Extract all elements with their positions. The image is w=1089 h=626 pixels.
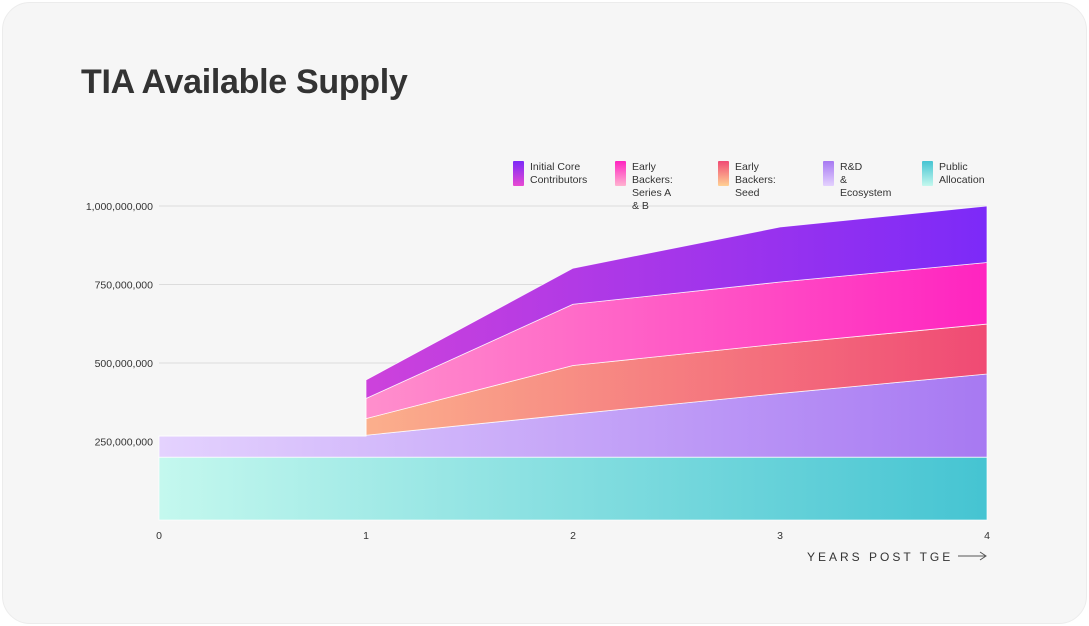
legend-label: Initial Core Contributors	[530, 161, 588, 186]
legend-item: Early Backers: Series A & B	[615, 161, 673, 213]
area-series-0	[158, 456, 988, 521]
area-series	[158, 205, 988, 521]
legend-item: Early Backers: Seed	[718, 161, 776, 200]
legend-label: Public Allocation	[939, 161, 985, 186]
legend-swatch	[513, 161, 524, 186]
x-tick-label: 2	[570, 530, 576, 542]
legend-swatch	[823, 161, 834, 186]
x-axis-title: YEARS POST TGE	[807, 550, 953, 564]
x-tick-label: 4	[984, 530, 990, 542]
x-tick-label: 3	[777, 530, 783, 542]
legend-label: Early Backers: Series A & B	[632, 161, 673, 212]
y-tick-label: 750,000,000	[95, 280, 154, 292]
legend-item: R&D & Ecosystem	[823, 161, 891, 200]
area-series-4	[158, 205, 988, 437]
y-tick-label: 250,000,000	[95, 437, 154, 449]
y-tick-label: 500,000,000	[95, 358, 154, 370]
chart-svg: 250,000,000 500,000,000 750,000,000 1,000,0…	[86, 201, 990, 564]
legend-label: R&D & Ecosystem	[840, 161, 892, 199]
legend-swatch	[718, 161, 729, 186]
legend-swatch	[615, 161, 626, 186]
legend-label: Early Backers: Seed	[735, 161, 776, 199]
x-tick-label: 1	[363, 530, 369, 542]
chart-title: TIA Available Supply	[81, 63, 408, 101]
arrow-right-icon	[958, 551, 987, 561]
x-tick-label: 0	[156, 530, 162, 542]
legend-item: Public Allocation	[922, 161, 985, 187]
y-tick-label: 1,000,000,000	[86, 201, 153, 213]
legend-swatch	[922, 161, 933, 186]
x-axis-ticks: 0 1 2 3 4	[156, 530, 990, 542]
y-axis-ticks: 250,000,000 500,000,000 750,000,000 1,000,0…	[86, 201, 153, 449]
legend-item: Initial Core Contributors	[513, 161, 587, 187]
